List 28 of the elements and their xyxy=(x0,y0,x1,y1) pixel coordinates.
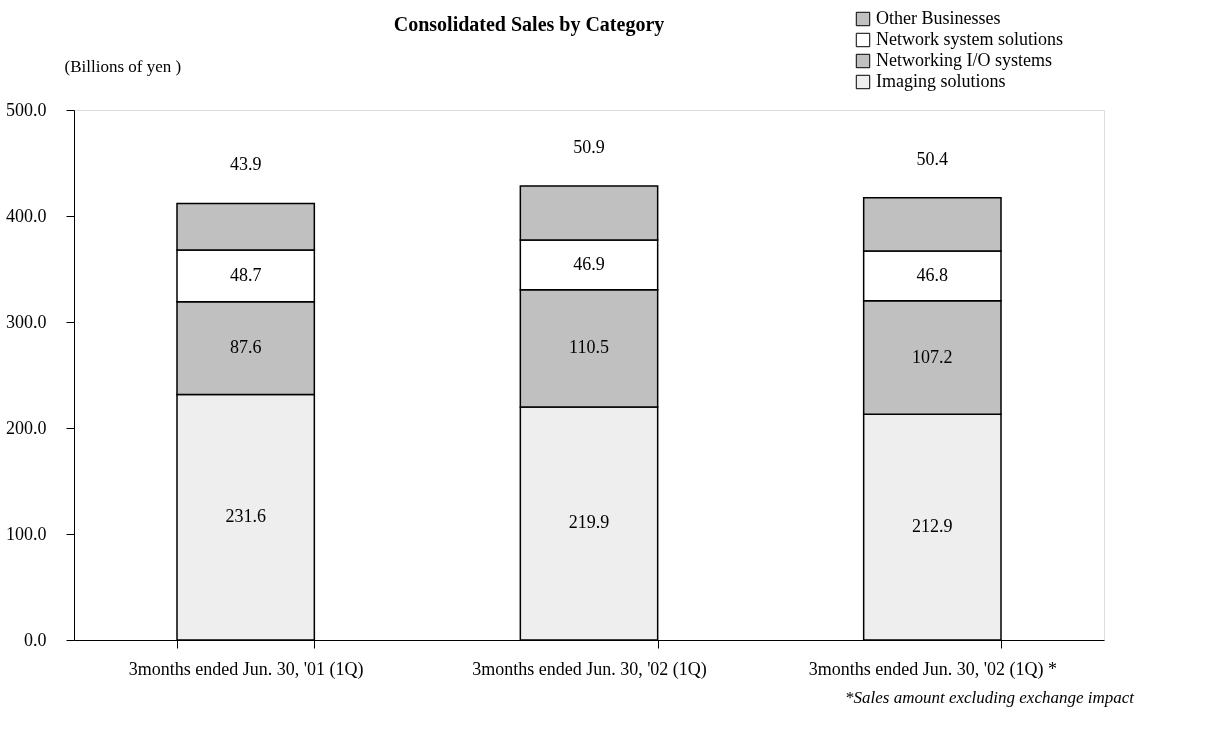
y-tick-label: 500.0 xyxy=(6,99,47,120)
data-label: 46.8 xyxy=(916,264,949,285)
y-tick-label: 400.0 xyxy=(6,205,47,226)
x-tick-label: 3months ended Jun. 30, '01 (1Q) xyxy=(128,658,364,680)
chart-title: Consolidated Sales by Category xyxy=(393,13,665,36)
data-label: 43.9 xyxy=(229,154,262,175)
data-label: 50.9 xyxy=(573,137,605,158)
text: *Sales amount excluding exchange impact xyxy=(845,688,1136,707)
data-label: 231.6 xyxy=(225,506,266,527)
legend-label: Network system solutions xyxy=(876,29,1063,49)
data-label: 110.5 xyxy=(569,337,609,358)
y-axis-title: (Billions of yen ) xyxy=(64,56,182,76)
y-tick-label: 0.0 xyxy=(24,629,47,650)
y-tick-label: 200.0 xyxy=(6,417,47,438)
x-tick-label: 3months ended Jun. 30, '02 (1Q) xyxy=(472,658,707,680)
data-label: 212.9 xyxy=(912,516,953,537)
data-label: 46.9 xyxy=(573,253,605,274)
data-label: 48.7 xyxy=(229,264,262,285)
data-label: 107.2 xyxy=(912,346,953,367)
y-tick-label: 100.0 xyxy=(6,523,47,544)
data-label: 87.6 xyxy=(229,337,262,358)
legend-label: Networking I/O systems xyxy=(876,50,1052,70)
x-tick-label: 3months ended Jun. 30, '02 (1Q) * xyxy=(808,658,1057,680)
legend-label: Imaging solutions xyxy=(876,71,1006,91)
legend-label: Other Businesses xyxy=(876,8,1001,28)
y-tick-label: 300.0 xyxy=(6,311,47,332)
data-label: 219.9 xyxy=(568,512,610,533)
data-label: 50.4 xyxy=(916,148,949,169)
